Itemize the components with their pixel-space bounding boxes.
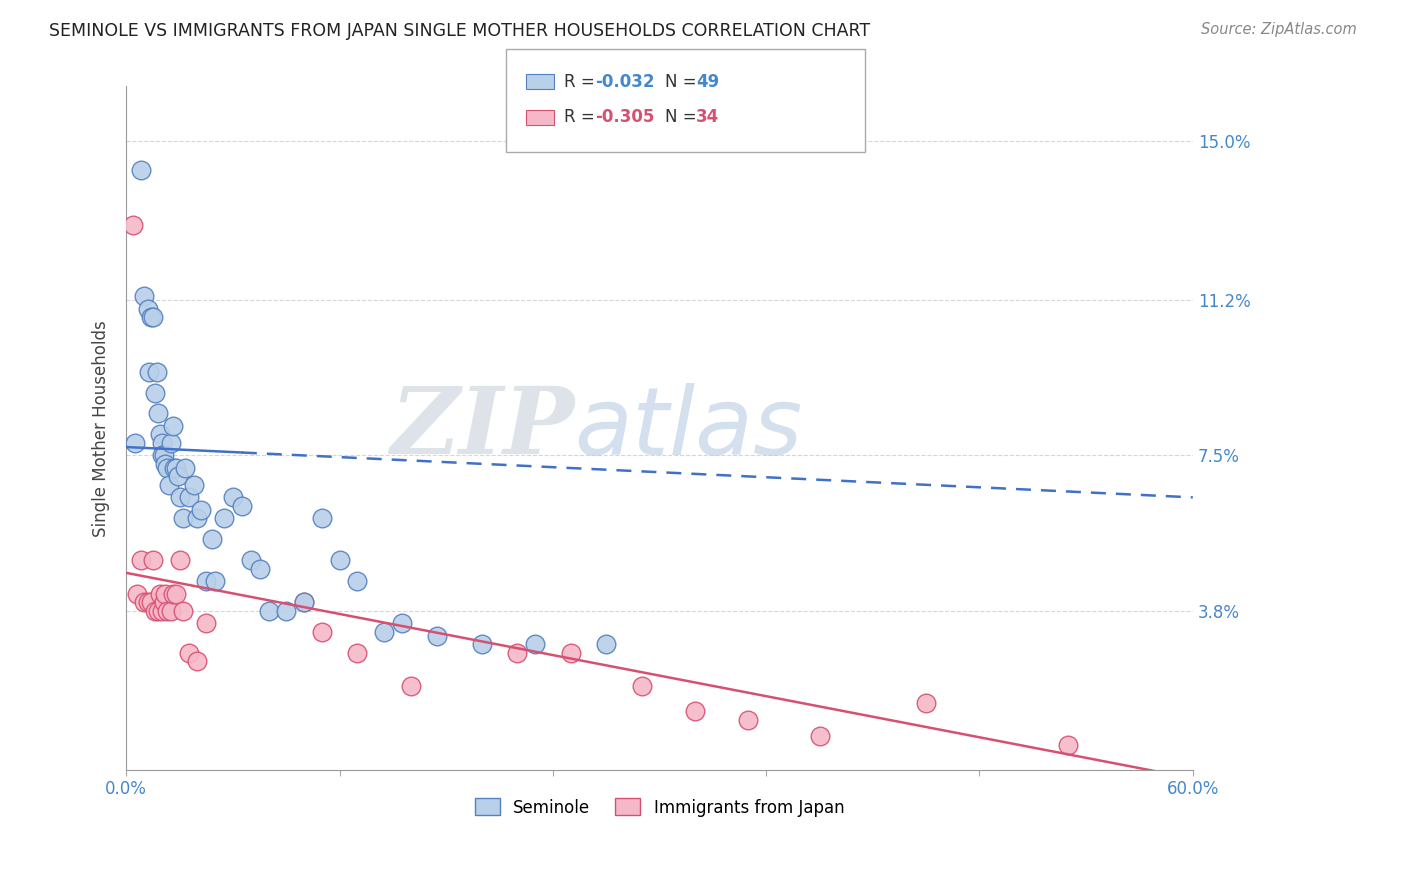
Point bbox=[204, 574, 226, 589]
Point bbox=[155, 587, 177, 601]
Point bbox=[166, 469, 188, 483]
Point bbox=[142, 553, 165, 567]
Point bbox=[148, 604, 170, 618]
Point bbox=[292, 595, 315, 609]
Text: ZIP: ZIP bbox=[389, 384, 574, 473]
Point bbox=[195, 574, 218, 589]
Point bbox=[174, 461, 197, 475]
Text: Source: ZipAtlas.com: Source: ZipAtlas.com bbox=[1201, 22, 1357, 37]
Point bbox=[808, 730, 831, 744]
Point bbox=[195, 616, 218, 631]
Text: atlas: atlas bbox=[574, 383, 803, 474]
Text: SEMINOLE VS IMMIGRANTS FROM JAPAN SINGLE MOTHER HOUSEHOLDS CORRELATION CHART: SEMINOLE VS IMMIGRANTS FROM JAPAN SINGLE… bbox=[49, 22, 870, 40]
Text: R =: R = bbox=[564, 108, 600, 126]
Point bbox=[159, 435, 181, 450]
Point bbox=[506, 646, 529, 660]
Point bbox=[145, 365, 167, 379]
Point bbox=[257, 604, 280, 618]
Point bbox=[156, 461, 179, 475]
Point bbox=[152, 595, 174, 609]
Point bbox=[231, 499, 253, 513]
Point bbox=[129, 553, 152, 567]
Text: R =: R = bbox=[564, 72, 600, 90]
Point bbox=[159, 604, 181, 618]
Point bbox=[136, 301, 159, 316]
Point bbox=[683, 704, 706, 718]
Point bbox=[141, 595, 163, 609]
Point bbox=[737, 713, 759, 727]
Point bbox=[124, 435, 146, 450]
Point bbox=[143, 604, 166, 618]
Point bbox=[172, 604, 194, 618]
Point bbox=[560, 646, 582, 660]
Point bbox=[150, 435, 173, 450]
Point bbox=[169, 491, 191, 505]
Point bbox=[172, 511, 194, 525]
Point bbox=[426, 629, 449, 643]
Point bbox=[183, 477, 205, 491]
Point bbox=[186, 654, 208, 668]
Point bbox=[346, 646, 368, 660]
Point bbox=[177, 491, 200, 505]
Point bbox=[165, 587, 187, 601]
Point bbox=[276, 604, 298, 618]
Text: -0.305: -0.305 bbox=[595, 108, 654, 126]
Point bbox=[150, 604, 173, 618]
Point bbox=[132, 289, 155, 303]
Point bbox=[152, 449, 174, 463]
Point bbox=[150, 449, 173, 463]
Point bbox=[239, 553, 262, 567]
Text: -0.032: -0.032 bbox=[595, 72, 654, 90]
Point bbox=[212, 511, 235, 525]
Point bbox=[595, 637, 617, 651]
Point bbox=[122, 218, 145, 232]
Point bbox=[399, 679, 422, 693]
Point bbox=[346, 574, 368, 589]
Point bbox=[292, 595, 315, 609]
Point bbox=[471, 637, 494, 651]
Point bbox=[142, 310, 165, 324]
Text: 34: 34 bbox=[696, 108, 720, 126]
Point bbox=[165, 461, 187, 475]
Text: N =: N = bbox=[665, 72, 702, 90]
Point bbox=[129, 163, 152, 178]
Point bbox=[162, 587, 184, 601]
Point bbox=[157, 477, 180, 491]
Point bbox=[630, 679, 652, 693]
Point bbox=[373, 624, 395, 639]
Point bbox=[163, 461, 186, 475]
Point bbox=[222, 491, 245, 505]
Point bbox=[915, 696, 938, 710]
Point bbox=[143, 385, 166, 400]
Point bbox=[391, 616, 413, 631]
Point bbox=[141, 310, 163, 324]
Point bbox=[149, 587, 172, 601]
Y-axis label: Single Mother Households: Single Mother Households bbox=[93, 320, 110, 537]
Point bbox=[169, 553, 191, 567]
Point bbox=[311, 624, 333, 639]
Point bbox=[155, 457, 177, 471]
Point bbox=[162, 419, 184, 434]
Text: 49: 49 bbox=[696, 72, 720, 90]
Point bbox=[311, 511, 333, 525]
Point bbox=[149, 427, 172, 442]
Point bbox=[1057, 738, 1080, 752]
Point bbox=[177, 646, 200, 660]
Text: N =: N = bbox=[665, 108, 702, 126]
Point bbox=[125, 587, 148, 601]
Point bbox=[132, 595, 155, 609]
Point bbox=[329, 553, 352, 567]
Legend: Seminole, Immigrants from Japan: Seminole, Immigrants from Japan bbox=[468, 792, 851, 823]
Point bbox=[148, 407, 170, 421]
Point bbox=[524, 637, 547, 651]
Point bbox=[156, 604, 179, 618]
Point bbox=[138, 365, 160, 379]
Point bbox=[190, 503, 212, 517]
Point bbox=[186, 511, 208, 525]
Point bbox=[201, 533, 224, 547]
Point bbox=[136, 595, 159, 609]
Point bbox=[249, 562, 271, 576]
